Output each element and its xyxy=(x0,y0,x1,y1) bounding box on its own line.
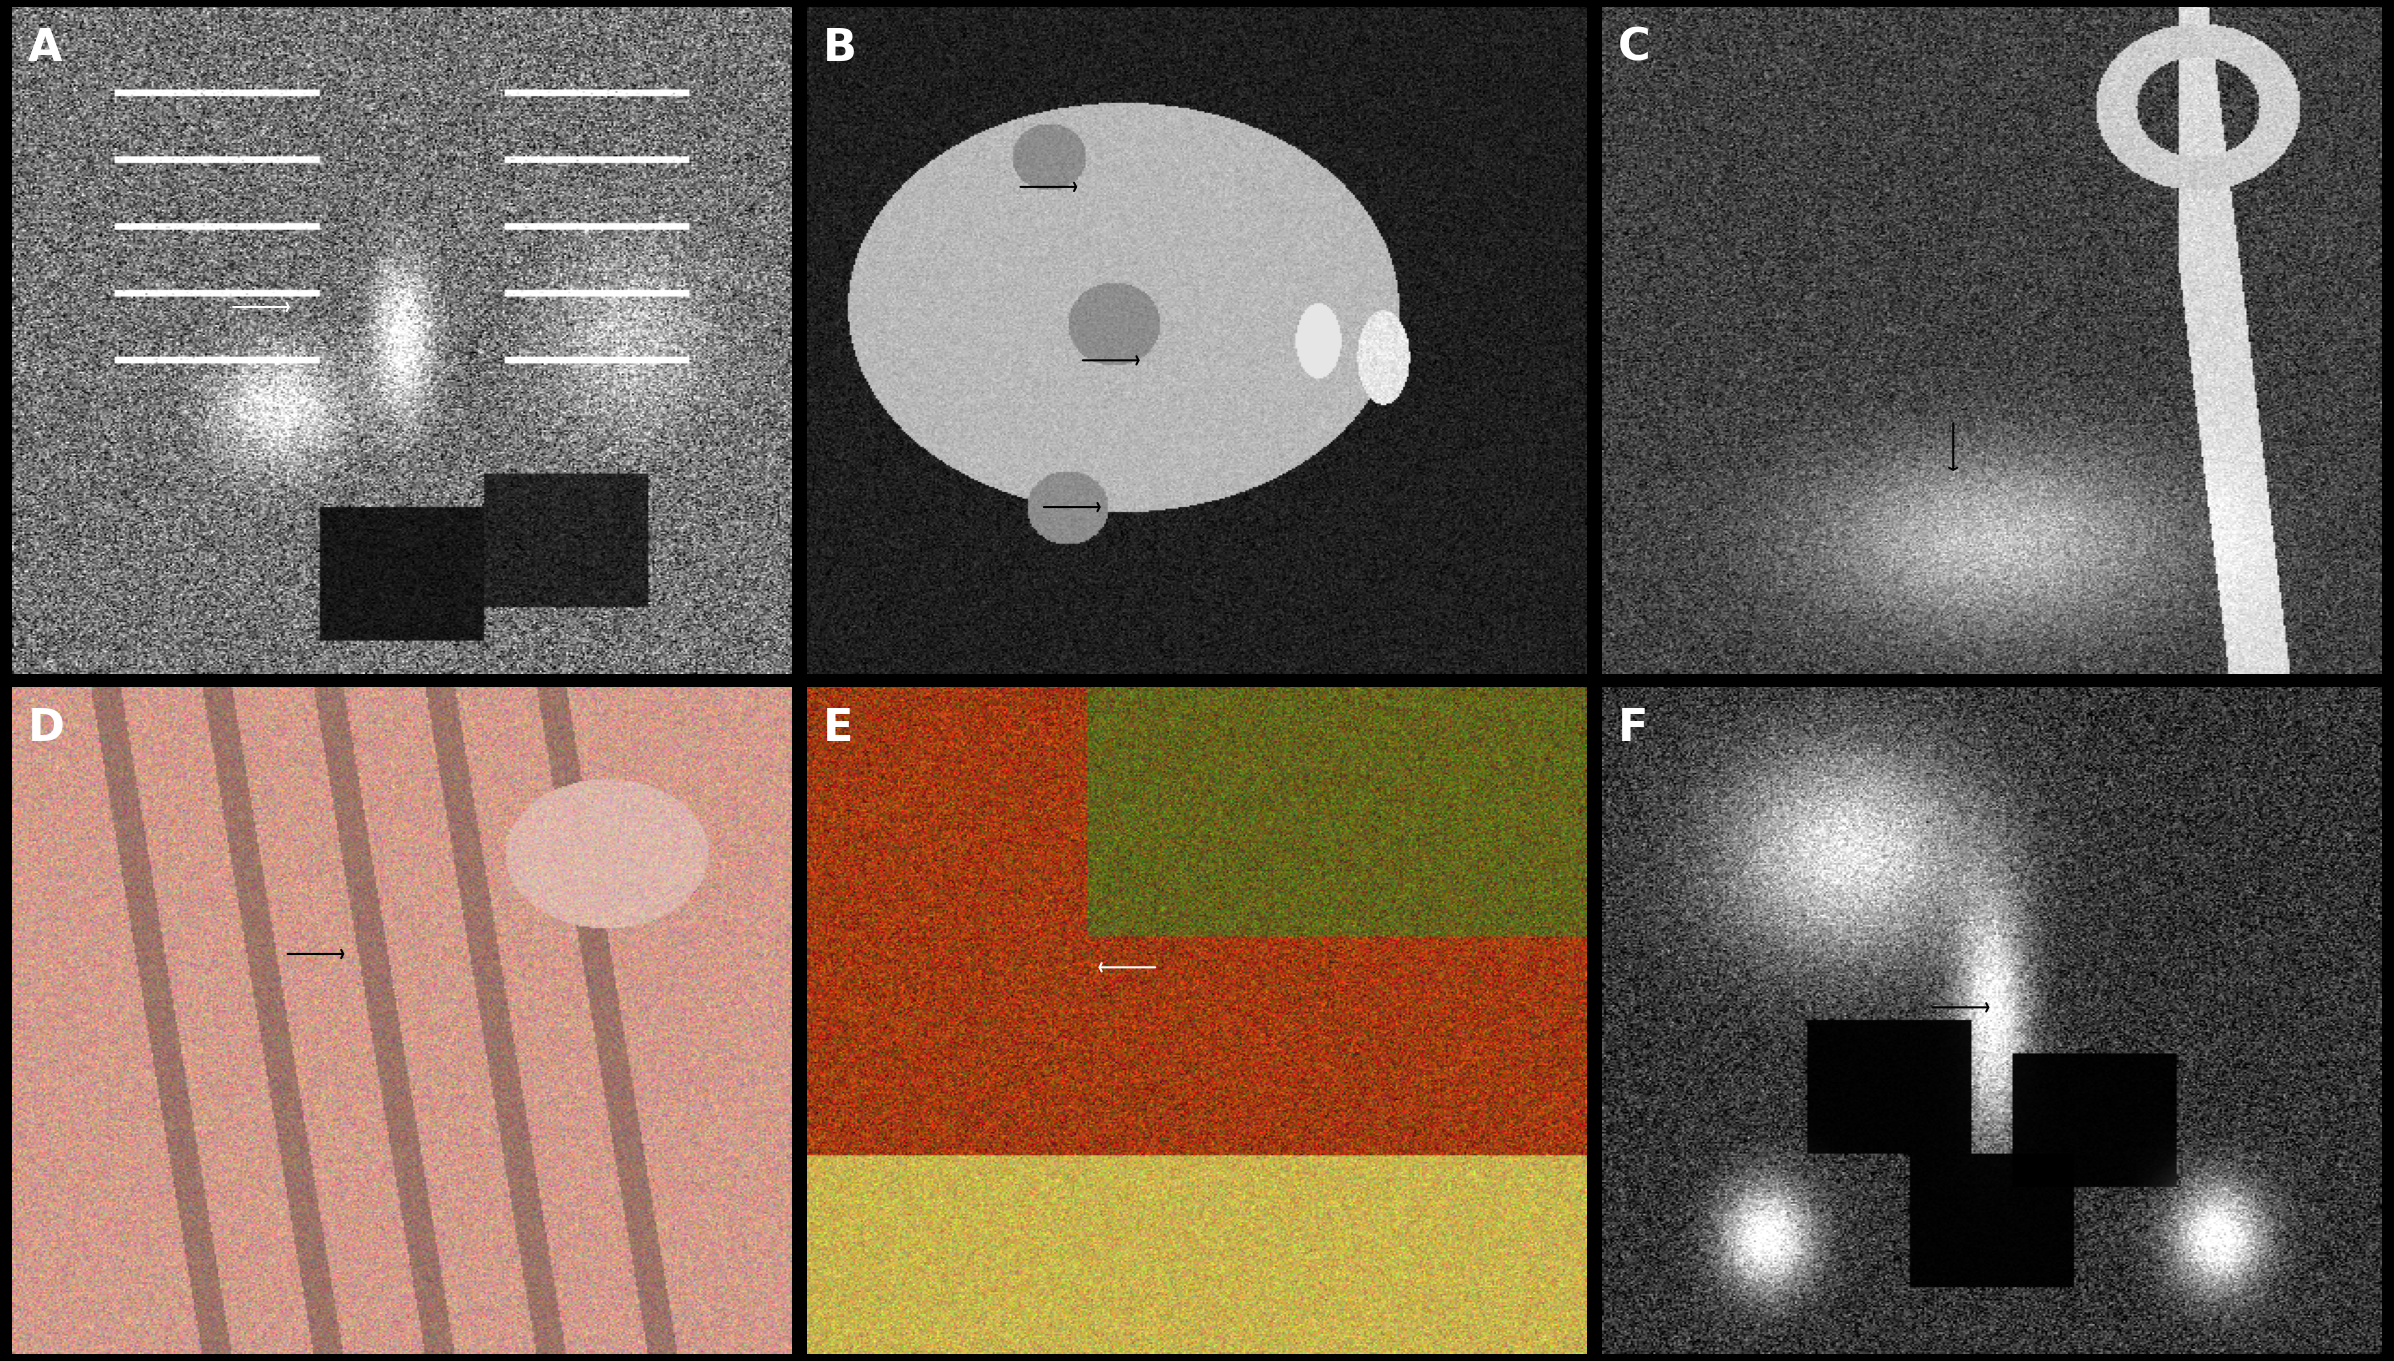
Text: B: B xyxy=(824,27,857,69)
Text: C: C xyxy=(1618,27,1652,69)
Text: D: D xyxy=(29,708,65,750)
Text: F: F xyxy=(1618,708,1649,750)
Text: E: E xyxy=(824,708,852,750)
Text: A: A xyxy=(29,27,62,69)
